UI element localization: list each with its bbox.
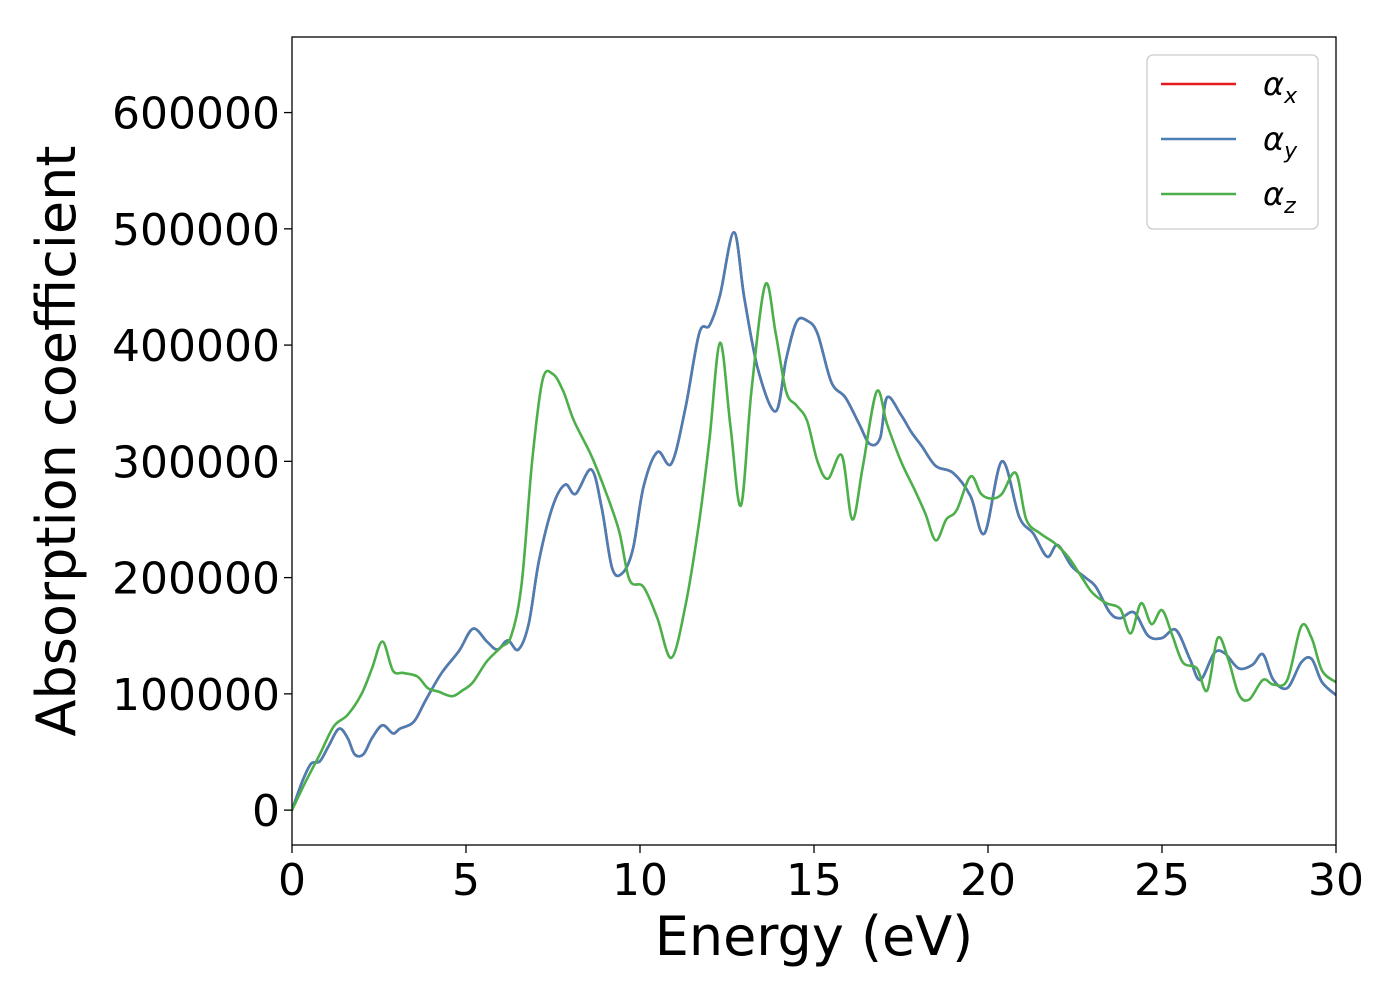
legend-symbol: α bbox=[1263, 65, 1284, 103]
y-tick-label: 0 bbox=[252, 786, 280, 837]
legend-label-x: αx bbox=[1263, 65, 1298, 109]
x-tick-label: 0 bbox=[278, 855, 306, 906]
x-axis: 0 5 10 15 20 25 30 bbox=[278, 845, 1364, 906]
legend-symbol: α bbox=[1263, 120, 1284, 158]
y-tick-label: 500000 bbox=[112, 205, 280, 256]
x-axis-label: Energy (eV) bbox=[655, 905, 974, 968]
series-line-z bbox=[292, 281, 1336, 812]
y-tick-label: 600000 bbox=[112, 89, 280, 140]
series-layer bbox=[292, 231, 1336, 812]
x-tick-label: 30 bbox=[1308, 855, 1364, 906]
y-tick-label: 400000 bbox=[112, 321, 280, 372]
legend-subscript: z bbox=[1283, 194, 1296, 219]
x-tick-label: 15 bbox=[786, 855, 842, 906]
legend-label-z: αz bbox=[1263, 175, 1296, 219]
legend-frame bbox=[1146, 54, 1319, 230]
x-tick-label: 10 bbox=[612, 855, 668, 906]
y-axis: 0 100000 200000 300000 400000 500000 600000 bbox=[112, 89, 292, 837]
legend-symbol: α bbox=[1263, 175, 1284, 213]
x-tick-label: 5 bbox=[452, 855, 480, 906]
series-line-x bbox=[292, 231, 1336, 812]
y-tick-label: 300000 bbox=[112, 437, 280, 488]
legend-subscript: y bbox=[1283, 139, 1298, 164]
legend-label-y: αy bbox=[1263, 120, 1298, 164]
legend-subscript: x bbox=[1283, 84, 1298, 109]
y-axis-label: Absorption coefficient bbox=[25, 146, 88, 737]
y-tick-label: 100000 bbox=[112, 670, 280, 721]
x-tick-label: 25 bbox=[1134, 855, 1190, 906]
x-tick-label: 20 bbox=[960, 855, 1016, 906]
y-tick-label: 200000 bbox=[112, 554, 280, 605]
series-line-y bbox=[292, 231, 1336, 812]
